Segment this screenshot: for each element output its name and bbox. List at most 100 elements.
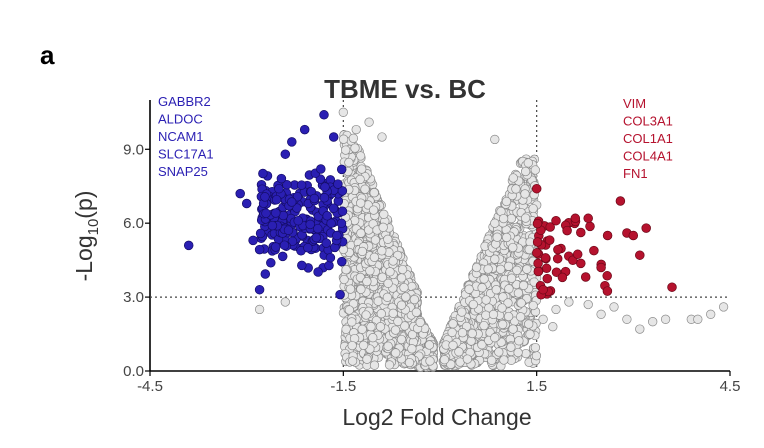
data-point xyxy=(276,173,287,184)
data-point xyxy=(530,165,540,175)
data-point xyxy=(540,253,551,263)
data-point xyxy=(311,232,322,243)
data-point xyxy=(457,328,468,338)
data-point xyxy=(305,219,315,230)
data-point xyxy=(355,272,366,283)
data-point xyxy=(530,342,541,353)
data-point xyxy=(356,284,366,294)
data-point xyxy=(512,265,522,275)
data-point xyxy=(533,266,544,277)
data-point xyxy=(258,168,268,179)
data-point xyxy=(523,158,533,168)
data-point xyxy=(446,359,456,369)
data-point xyxy=(254,244,265,255)
gene-label-down: NCAM1 xyxy=(158,129,204,144)
x-tick-label: 4.5 xyxy=(720,378,741,395)
data-point xyxy=(328,203,339,213)
data-point xyxy=(667,282,677,292)
data-point xyxy=(411,307,422,317)
data-point xyxy=(316,164,326,174)
data-point xyxy=(609,302,619,312)
data-point xyxy=(377,246,387,256)
data-point xyxy=(357,164,367,174)
data-point xyxy=(260,192,270,202)
data-point xyxy=(498,292,508,302)
data-point xyxy=(368,333,378,343)
data-point xyxy=(375,322,386,332)
data-point xyxy=(583,299,593,310)
data-point xyxy=(271,208,281,218)
data-point xyxy=(309,193,320,204)
points-upregulated xyxy=(531,183,677,300)
data-point xyxy=(266,258,276,268)
data-point xyxy=(483,264,493,274)
data-point xyxy=(538,314,548,324)
data-point xyxy=(378,222,388,232)
data-point xyxy=(454,347,464,357)
data-point xyxy=(313,223,323,234)
data-point xyxy=(280,297,290,307)
data-point xyxy=(532,237,543,247)
data-point xyxy=(576,227,586,238)
data-point xyxy=(488,309,499,320)
data-point xyxy=(693,314,703,324)
data-point xyxy=(337,206,348,217)
data-point xyxy=(351,124,361,135)
data-point xyxy=(570,213,581,224)
data-point xyxy=(464,284,474,294)
data-point xyxy=(377,272,387,282)
data-point xyxy=(602,230,613,241)
data-point xyxy=(357,324,367,334)
data-point xyxy=(283,225,294,235)
data-point xyxy=(557,272,568,283)
data-point xyxy=(718,302,729,312)
data-point xyxy=(322,211,332,221)
data-point xyxy=(362,276,372,287)
data-point xyxy=(589,245,599,256)
data-point xyxy=(368,205,379,215)
data-point xyxy=(490,254,500,264)
data-point xyxy=(345,284,356,294)
data-point xyxy=(355,151,366,161)
y-tick-label: 3.0 xyxy=(123,289,144,306)
data-point xyxy=(551,267,562,277)
data-point xyxy=(388,256,398,266)
data-point xyxy=(338,134,349,144)
data-point xyxy=(328,132,339,142)
axes xyxy=(149,100,730,372)
data-point xyxy=(337,186,348,196)
data-point xyxy=(383,341,393,351)
data-point xyxy=(370,235,381,245)
data-point xyxy=(548,322,558,332)
data-point xyxy=(487,355,497,365)
data-point xyxy=(321,238,332,248)
gene-label-up: COL4A1 xyxy=(623,149,673,164)
data-point xyxy=(635,324,645,334)
data-point xyxy=(501,196,512,207)
data-point xyxy=(241,198,252,209)
data-point xyxy=(508,173,518,183)
data-point xyxy=(553,244,563,255)
data-point xyxy=(660,314,671,324)
data-point xyxy=(495,264,506,274)
data-point xyxy=(602,286,613,296)
data-point xyxy=(320,182,330,192)
x-tick-label: -1.5 xyxy=(330,378,356,395)
data-point xyxy=(286,197,297,207)
data-point xyxy=(347,317,357,327)
data-point xyxy=(468,299,478,310)
data-point xyxy=(325,252,336,263)
data-point xyxy=(356,228,366,238)
data-point xyxy=(562,225,572,236)
data-point xyxy=(409,294,420,305)
data-point xyxy=(254,284,265,295)
data-point xyxy=(271,194,282,205)
data-point xyxy=(499,355,509,365)
data-point xyxy=(503,311,514,322)
data-point xyxy=(533,258,543,269)
data-point xyxy=(377,132,387,142)
data-point xyxy=(183,240,194,251)
data-point xyxy=(336,164,347,175)
gene-label-up: FN1 xyxy=(623,166,648,181)
gene-label-down: GABBR2 xyxy=(158,94,211,109)
